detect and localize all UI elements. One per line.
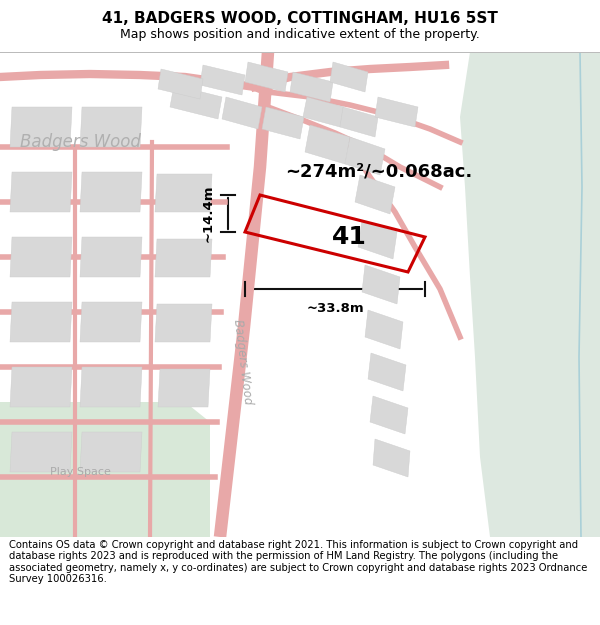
- Polygon shape: [200, 65, 245, 95]
- Polygon shape: [262, 107, 304, 139]
- Text: Badgers Wood: Badgers Wood: [20, 133, 140, 151]
- Text: 41, BADGERS WOOD, COTTINGHAM, HU16 5ST: 41, BADGERS WOOD, COTTINGHAM, HU16 5ST: [102, 11, 498, 26]
- Polygon shape: [362, 265, 400, 304]
- Polygon shape: [10, 302, 72, 342]
- Text: Badgers Wood: Badgers Wood: [232, 319, 254, 406]
- Polygon shape: [460, 52, 600, 537]
- Polygon shape: [370, 396, 408, 434]
- Polygon shape: [365, 310, 403, 349]
- Polygon shape: [155, 304, 212, 342]
- Polygon shape: [368, 353, 406, 391]
- Polygon shape: [345, 137, 385, 175]
- Polygon shape: [358, 220, 397, 259]
- Polygon shape: [10, 237, 72, 277]
- Text: Play Space: Play Space: [50, 467, 110, 477]
- Text: Contains OS data © Crown copyright and database right 2021. This information is : Contains OS data © Crown copyright and d…: [9, 539, 587, 584]
- Polygon shape: [10, 432, 72, 472]
- Polygon shape: [80, 107, 142, 147]
- Polygon shape: [245, 62, 288, 92]
- Polygon shape: [373, 439, 410, 477]
- Polygon shape: [80, 367, 142, 407]
- Polygon shape: [158, 369, 210, 407]
- Polygon shape: [340, 107, 378, 137]
- Polygon shape: [290, 72, 333, 102]
- Text: ~274m²/~0.068ac.: ~274m²/~0.068ac.: [285, 163, 472, 181]
- Polygon shape: [158, 69, 203, 99]
- Polygon shape: [170, 85, 222, 119]
- Polygon shape: [330, 62, 368, 92]
- Polygon shape: [10, 172, 72, 212]
- Polygon shape: [155, 239, 212, 277]
- Polygon shape: [305, 125, 350, 164]
- Polygon shape: [303, 97, 344, 127]
- Text: 41: 41: [332, 225, 367, 249]
- Text: Map shows position and indicative extent of the property.: Map shows position and indicative extent…: [120, 28, 480, 41]
- Polygon shape: [80, 172, 142, 212]
- Polygon shape: [155, 174, 212, 212]
- Polygon shape: [222, 97, 262, 129]
- Polygon shape: [80, 302, 142, 342]
- Polygon shape: [0, 402, 210, 537]
- Polygon shape: [80, 432, 142, 472]
- Polygon shape: [355, 175, 395, 214]
- Text: ~14.4m: ~14.4m: [202, 185, 215, 242]
- Polygon shape: [80, 237, 142, 277]
- Polygon shape: [375, 97, 418, 127]
- Polygon shape: [10, 367, 72, 407]
- Polygon shape: [10, 107, 72, 147]
- Text: ~33.8m: ~33.8m: [306, 302, 364, 316]
